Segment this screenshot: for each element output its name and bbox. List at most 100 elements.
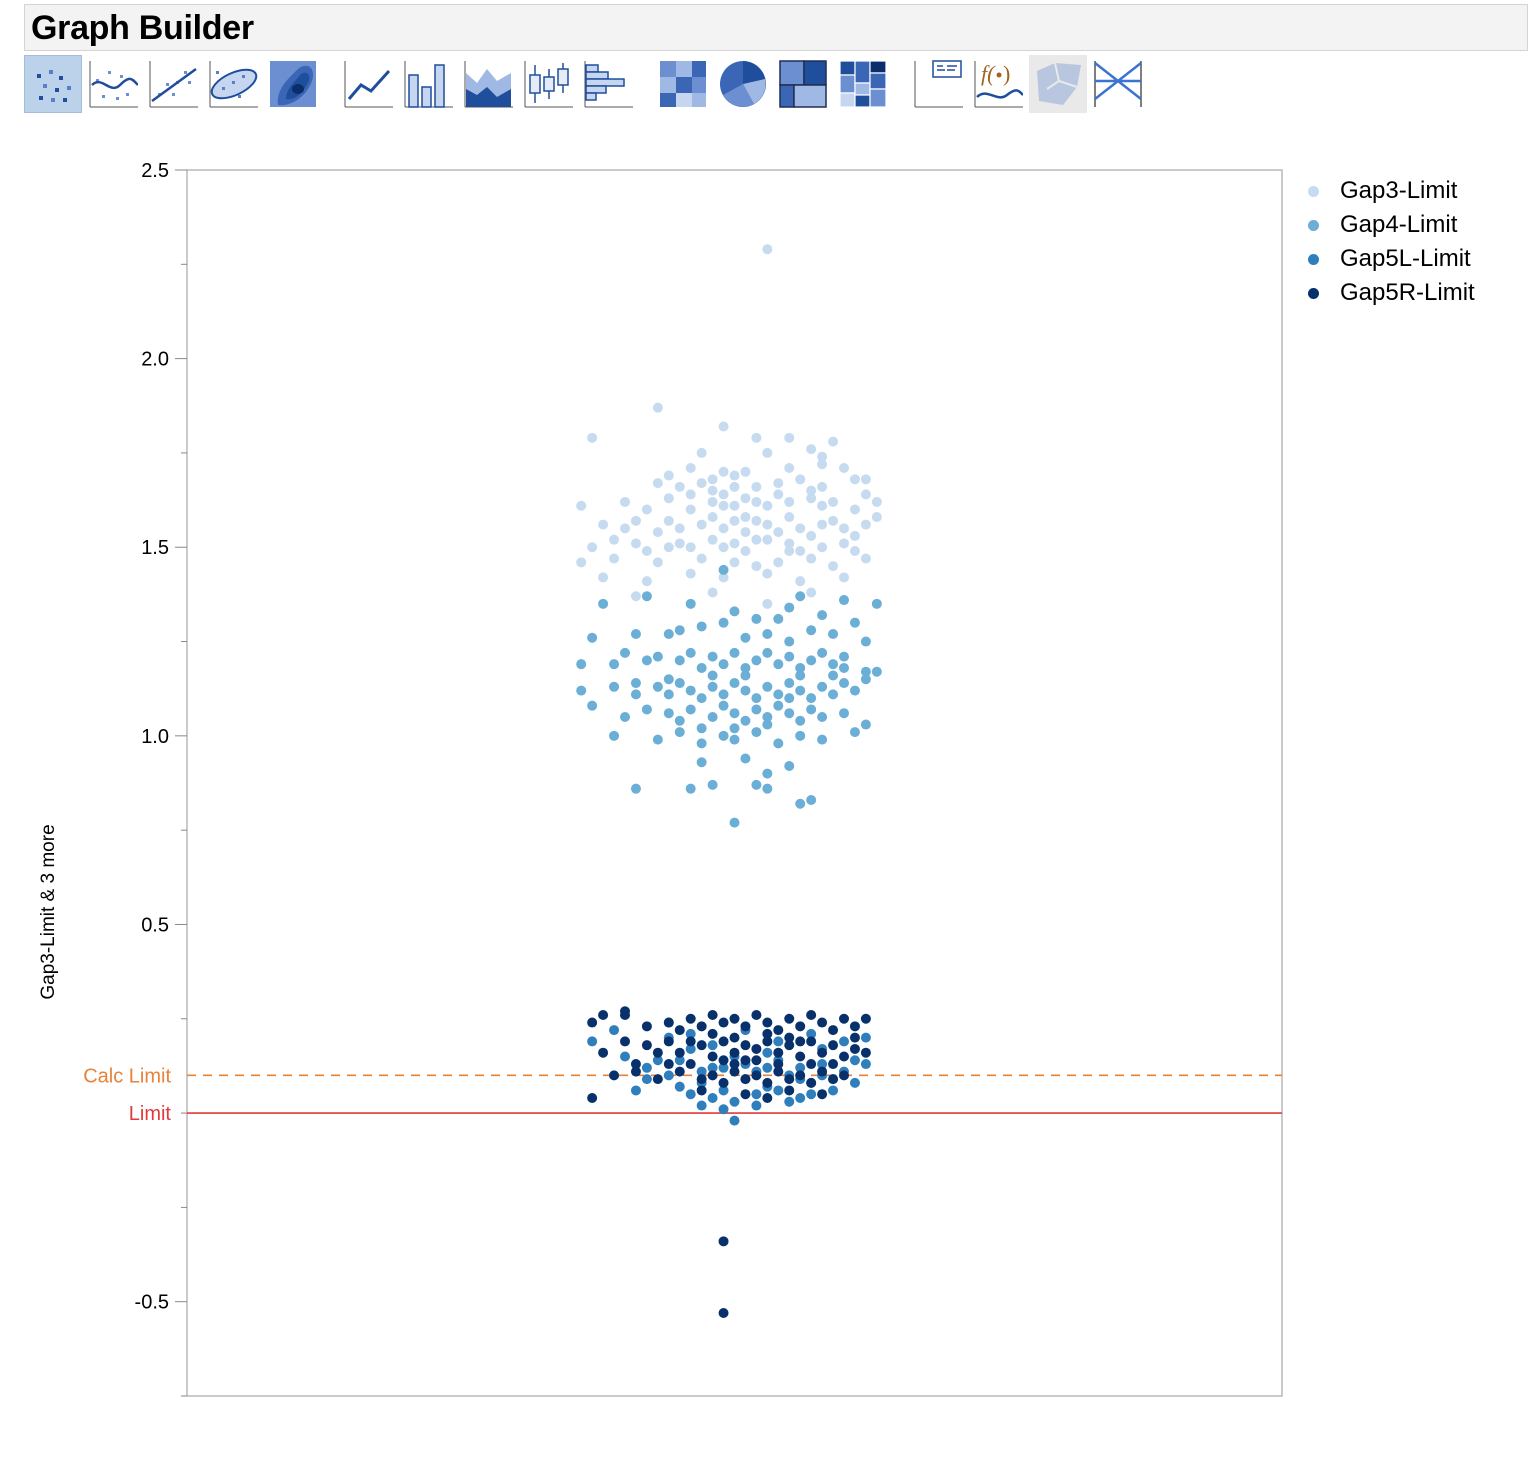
data-point: [652, 734, 663, 745]
data-point: [806, 655, 817, 666]
data-point: [773, 1066, 784, 1077]
data-point: [849, 1021, 860, 1032]
data-point: [839, 572, 849, 583]
data-point: [795, 1070, 806, 1081]
y-tick-label: 2.0: [141, 349, 169, 371]
data-point: [860, 636, 871, 647]
data-point: [762, 1028, 773, 1039]
legend-item-gap3[interactable]: Gap3-Limit: [1300, 174, 1475, 208]
data-point: [806, 587, 817, 598]
data-point: [729, 817, 740, 828]
data-point: [740, 632, 751, 643]
data-point: [817, 459, 828, 470]
data-point: [839, 651, 849, 662]
data-point: [817, 681, 828, 692]
heatmap-button[interactable]: [654, 55, 712, 113]
data-point: [674, 655, 685, 666]
data-point: [674, 1081, 685, 1092]
histogram-button[interactable]: [579, 55, 637, 113]
data-point: [609, 659, 620, 670]
legend-item-gap5r[interactable]: Gap5R-Limit: [1300, 276, 1475, 310]
data-point: [718, 489, 729, 500]
svg-text:): ): [1003, 61, 1010, 86]
data-point: [828, 1074, 839, 1085]
data-point: [860, 674, 871, 685]
y-tick-label: 2.5: [141, 160, 169, 182]
data-point: [828, 496, 839, 507]
data-point: [696, 723, 707, 734]
area-chart-button[interactable]: [459, 55, 517, 113]
box-plot-button[interactable]: [519, 55, 577, 113]
data-point: [652, 527, 663, 538]
data-point: [598, 572, 609, 583]
data-point: [707, 1092, 718, 1103]
element-type-toolbar: f( ): [24, 55, 1154, 115]
data-point: [740, 715, 751, 726]
data-point: [696, 738, 707, 749]
data-point: [620, 647, 630, 658]
legend-item-gap4[interactable]: Gap4-Limit: [1300, 208, 1475, 242]
pie-chart-button[interactable]: [714, 55, 772, 113]
data-point: [609, 534, 620, 545]
data-point: [784, 602, 795, 613]
data-point: [828, 689, 839, 700]
caption-box-button[interactable]: [909, 55, 967, 113]
data-point: [817, 610, 828, 621]
data-point: [751, 613, 762, 624]
data-point: [784, 651, 795, 662]
data-point: [773, 659, 784, 670]
ellipse-button[interactable]: [204, 55, 262, 113]
legend-marker-gap5r: [1308, 287, 1319, 299]
data-point: [707, 1040, 718, 1051]
data-point: [652, 402, 663, 413]
data-point: [740, 1040, 751, 1051]
data-point: [806, 444, 817, 455]
data-point: [652, 1055, 663, 1066]
data-point: [663, 1036, 674, 1047]
data-point: [860, 1047, 871, 1058]
smoother-button[interactable]: [84, 55, 142, 113]
data-point: [773, 478, 784, 489]
data-point: [718, 1104, 729, 1115]
data-point: [740, 753, 751, 764]
data-point: [795, 662, 806, 673]
data-point: [718, 1308, 729, 1319]
data-point: [729, 606, 740, 617]
data-point: [707, 711, 718, 722]
heatmap-icon: [660, 61, 706, 107]
points-button[interactable]: [24, 55, 82, 113]
data-point: [696, 621, 707, 632]
data-point: [685, 1036, 696, 1047]
treemap-button[interactable]: [774, 55, 832, 113]
line-chart-button[interactable]: [339, 55, 397, 113]
bar-chart-button[interactable]: [399, 55, 457, 113]
data-point: [773, 1036, 784, 1047]
data-point: [751, 496, 762, 507]
data-point: [784, 1085, 795, 1096]
data-point: [762, 1047, 773, 1058]
data-point: [773, 1085, 784, 1096]
data-point: [740, 685, 751, 696]
data-point: [663, 689, 674, 700]
contour-button[interactable]: [264, 55, 322, 113]
formula-button[interactable]: f( ): [969, 55, 1027, 113]
parallel-button[interactable]: [1089, 55, 1147, 113]
data-point: [729, 734, 740, 745]
data-point: [795, 474, 806, 485]
mosaic-button[interactable]: [834, 55, 892, 113]
data-point: [663, 493, 674, 504]
legend-item-gap5l[interactable]: Gap5L-Limit: [1300, 242, 1475, 276]
data-point: [871, 598, 882, 609]
data-point: [718, 1017, 729, 1028]
data-point: [784, 546, 795, 557]
data-point: [839, 538, 849, 549]
map-shapes-button[interactable]: [1029, 55, 1087, 113]
line-of-fit-button[interactable]: [144, 55, 202, 113]
data-point: [806, 1077, 817, 1088]
data-point: [751, 1055, 762, 1066]
data-point: [795, 685, 806, 696]
data-point: [817, 519, 828, 530]
data-point: [817, 451, 828, 462]
parallel-icon: [1094, 61, 1142, 107]
data-point: [762, 1092, 773, 1103]
